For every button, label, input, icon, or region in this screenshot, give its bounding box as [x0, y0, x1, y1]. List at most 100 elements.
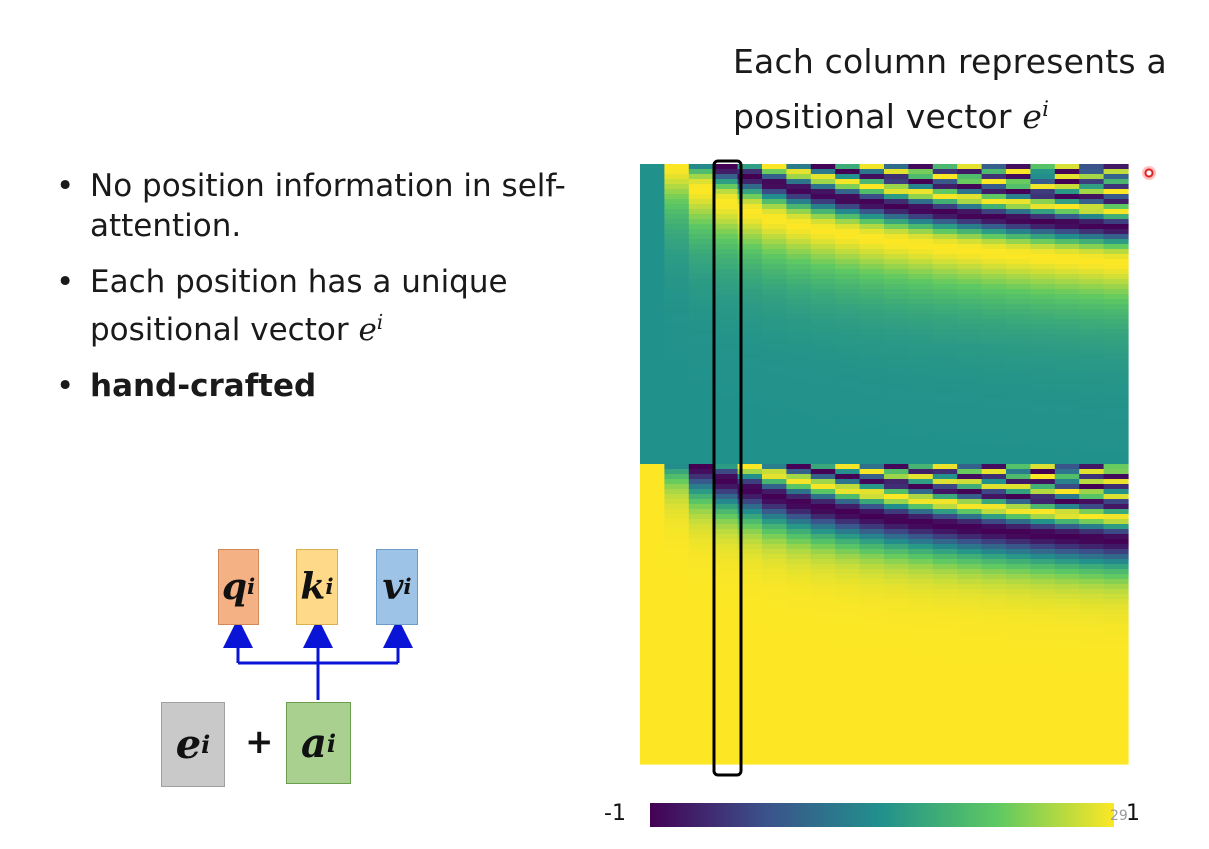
heatmap-cell — [1054, 244, 1080, 250]
heatmap-cell — [981, 419, 1007, 425]
heatmap-cell — [957, 349, 983, 355]
heatmap-cell — [957, 729, 983, 735]
heatmap-cell — [664, 384, 690, 390]
heatmap-cell — [1103, 354, 1129, 360]
heatmap-cell — [1079, 169, 1105, 175]
heatmap-cell — [688, 174, 714, 180]
heatmap-cell — [884, 754, 909, 760]
heatmap-cell — [884, 169, 909, 175]
heatmap-cell — [713, 659, 739, 665]
heatmap-cell — [786, 289, 812, 295]
heatmap-cell — [908, 579, 934, 585]
heatmap-cell — [713, 384, 739, 390]
heatmap-cell — [835, 189, 861, 195]
heatmap-cell — [908, 569, 934, 575]
heatmap-cell — [737, 284, 763, 290]
heatmap-cell — [859, 164, 885, 170]
heatmap-cell — [981, 204, 1007, 210]
heatmap-cell — [981, 619, 1007, 625]
heatmap-cell — [810, 319, 836, 325]
heatmap-cell — [859, 439, 885, 445]
heatmap-cell — [859, 194, 885, 200]
heatmap-cell — [737, 309, 763, 315]
heatmap-cell — [762, 204, 787, 210]
heatmap-cell — [786, 394, 812, 400]
heatmap-cell — [1079, 549, 1105, 555]
heatmap-cell — [908, 439, 934, 445]
heatmap-cell — [688, 244, 714, 250]
heatmap-cell — [981, 629, 1007, 635]
heatmap-cell — [688, 429, 714, 435]
heatmap-cell — [810, 759, 836, 765]
heatmap-cell — [932, 439, 958, 445]
heatmap-cell — [957, 319, 983, 325]
heatmap-cell — [688, 644, 714, 650]
heatmap-cell — [1054, 219, 1080, 225]
heatmap-cell — [810, 164, 836, 170]
heatmap-cell — [1006, 519, 1031, 525]
heatmap-cell — [688, 414, 714, 420]
heatmap-cell — [1103, 179, 1129, 185]
heatmap-cell — [981, 219, 1007, 225]
heatmap-cell — [737, 449, 763, 455]
heatmap-cell — [664, 704, 690, 710]
heatmap-cell — [859, 604, 885, 610]
heatmap-cell — [1006, 434, 1031, 440]
heatmap-cell — [981, 254, 1007, 260]
heatmap-cell — [957, 164, 983, 170]
heatmap-cell — [859, 229, 885, 235]
heatmap-cell — [786, 649, 812, 655]
heatmap-cell — [932, 224, 958, 230]
heatmap-cell — [737, 174, 763, 180]
heatmap-cell — [1006, 704, 1031, 710]
heatmap-cell — [957, 404, 983, 410]
heatmap-cell — [981, 414, 1007, 420]
heatmap-cell — [688, 499, 714, 505]
heatmap-cell — [664, 204, 690, 210]
heatmap-cell — [957, 334, 983, 340]
heatmap-cell — [981, 524, 1007, 530]
heatmap-cell — [664, 379, 690, 385]
heatmap-cell — [810, 579, 836, 585]
heatmap-cell — [908, 199, 934, 205]
heatmap-cell — [835, 544, 861, 550]
heatmap-cell — [981, 384, 1007, 390]
heatmap-cell — [640, 569, 665, 575]
heatmap-cell — [810, 264, 836, 270]
heatmap-cell — [810, 464, 836, 470]
heatmap-cell — [1079, 359, 1105, 365]
heatmap-cell — [1054, 264, 1080, 270]
heatmap-cell — [1079, 164, 1105, 170]
heatmap-cell — [664, 624, 690, 630]
heatmap-cell — [713, 354, 739, 360]
heatmap-cell — [688, 564, 714, 570]
heatmap-cell — [908, 374, 934, 380]
heatmap-cell — [1103, 334, 1129, 340]
heatmap-cell — [957, 454, 983, 460]
heatmap-cell — [981, 209, 1007, 215]
heatmap-cell — [981, 509, 1007, 515]
caption-line-2-text: positional vector — [733, 96, 1023, 136]
heatmap-cell — [664, 444, 690, 450]
heatmap-cell — [713, 569, 739, 575]
heatmap-cell — [762, 749, 787, 755]
heatmap-cell — [908, 369, 934, 375]
heatmap-cell — [835, 369, 861, 375]
heatmap-cell — [664, 524, 690, 530]
heatmap-cell — [762, 734, 787, 740]
heatmap-cell — [884, 284, 909, 290]
heatmap-cell — [835, 634, 861, 640]
heatmap-cell — [1006, 244, 1031, 250]
heatmap-cell — [835, 284, 861, 290]
heatmap-cell — [762, 679, 787, 685]
heatmap-cell — [737, 529, 763, 535]
heatmap-cell — [835, 624, 861, 630]
heatmap-cell — [835, 174, 861, 180]
heatmap-cell — [640, 724, 665, 730]
heatmap-cell — [688, 319, 714, 325]
bullet-math-sup: i — [376, 310, 384, 334]
heatmap-cell — [786, 559, 812, 565]
heatmap-cell — [932, 189, 958, 195]
heatmap-cell — [908, 179, 934, 185]
heatmap-cell — [664, 574, 690, 580]
